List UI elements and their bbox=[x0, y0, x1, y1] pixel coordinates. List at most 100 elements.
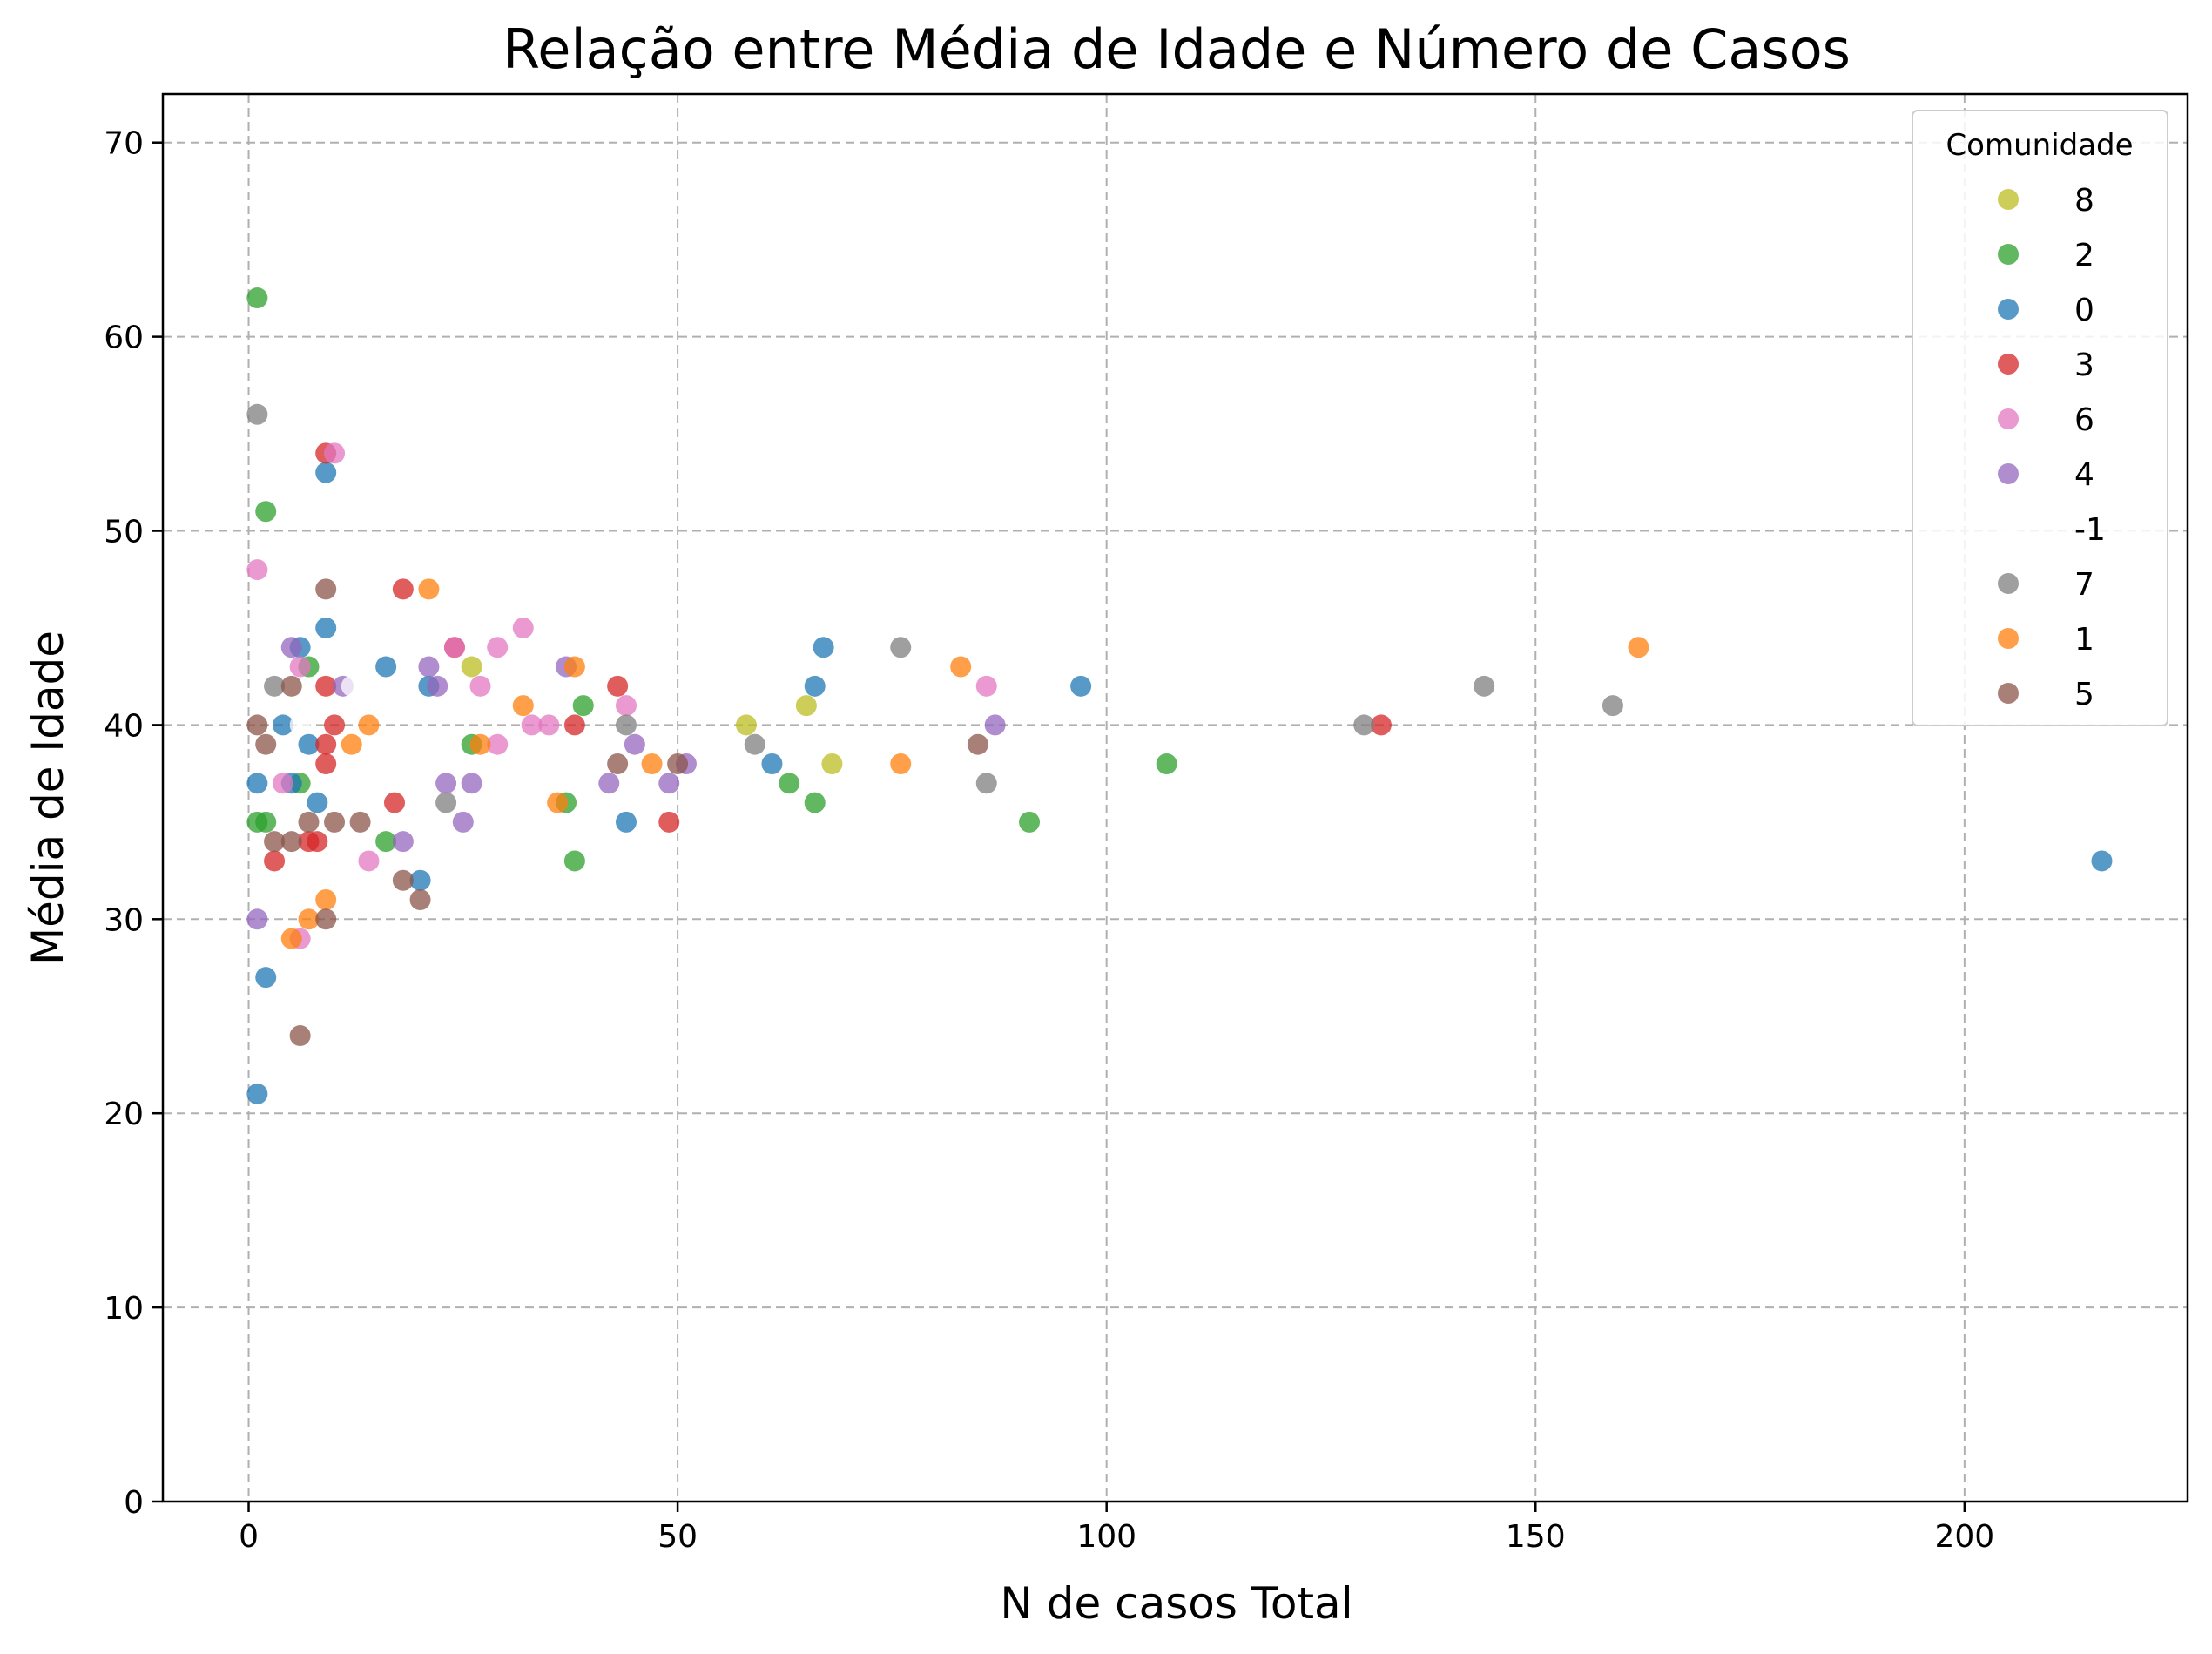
data-point bbox=[547, 792, 569, 813]
data-point bbox=[487, 637, 509, 658]
data-point bbox=[1474, 675, 1495, 697]
data-point bbox=[383, 792, 405, 813]
data-point bbox=[975, 773, 997, 794]
data-point bbox=[392, 831, 414, 853]
data-point bbox=[563, 714, 585, 736]
data-point bbox=[735, 714, 757, 736]
data-point bbox=[392, 578, 414, 600]
y-tick-label: 10 bbox=[104, 1291, 144, 1327]
y-tick-label: 0 bbox=[124, 1485, 144, 1521]
data-point bbox=[658, 773, 680, 794]
data-point bbox=[289, 656, 311, 678]
x-tick-label: 150 bbox=[1506, 1519, 1566, 1555]
data-point bbox=[246, 559, 268, 581]
data-point bbox=[821, 753, 843, 774]
data-point bbox=[443, 637, 465, 658]
data-point bbox=[280, 637, 302, 658]
legend-marker bbox=[1998, 189, 2019, 210]
data-point bbox=[890, 753, 912, 774]
legend-items: 8 2 0 3 6 4 -1 7 1 5 bbox=[1998, 183, 2106, 712]
legend-label: 5 bbox=[2074, 677, 2094, 712]
x-axis-label: N de casos Total bbox=[1000, 1578, 1352, 1629]
data-point bbox=[779, 773, 800, 794]
legend-marker bbox=[1998, 573, 2019, 594]
series-1 bbox=[280, 578, 1649, 949]
data-point bbox=[246, 403, 268, 425]
data-point bbox=[280, 928, 302, 949]
legend-label: 8 bbox=[2074, 183, 2094, 219]
data-point bbox=[744, 733, 765, 755]
data-point bbox=[1353, 714, 1375, 736]
data-point bbox=[461, 773, 482, 794]
data-point bbox=[255, 967, 277, 989]
plot-frame bbox=[161, 92, 2189, 1503]
x-tick-label: 0 bbox=[239, 1519, 259, 1555]
data-point bbox=[264, 675, 286, 697]
data-point bbox=[324, 811, 346, 833]
data-point bbox=[298, 733, 320, 755]
data-point bbox=[307, 695, 328, 717]
y-tick-label: 30 bbox=[104, 902, 144, 938]
legend-marker bbox=[1998, 628, 2019, 649]
series-8 bbox=[461, 656, 843, 774]
legend: Comunidade 8 2 0 3 6 4 -1 7 1 5 bbox=[1912, 110, 2168, 726]
data-point bbox=[255, 811, 277, 833]
legend-label: 6 bbox=[2074, 402, 2094, 438]
legend-marker bbox=[1998, 683, 2019, 704]
data-point bbox=[298, 908, 320, 930]
series-6 bbox=[246, 442, 997, 949]
data-point bbox=[469, 675, 491, 697]
data-point bbox=[975, 675, 997, 697]
data-point bbox=[272, 714, 293, 736]
data-point bbox=[607, 753, 629, 774]
data-point bbox=[427, 675, 448, 697]
data-point bbox=[2091, 850, 2113, 872]
data-point bbox=[1156, 753, 1177, 774]
data-point bbox=[538, 714, 560, 736]
legend-marker bbox=[1998, 244, 2019, 265]
data-point bbox=[607, 675, 629, 697]
data-point bbox=[349, 811, 371, 833]
data-point bbox=[246, 287, 268, 309]
series-3 bbox=[264, 442, 1392, 872]
data-point bbox=[315, 617, 337, 638]
data-point bbox=[280, 675, 302, 697]
data-point bbox=[804, 675, 826, 697]
data-point bbox=[315, 733, 337, 755]
data-point bbox=[967, 733, 988, 755]
data-point bbox=[512, 695, 534, 717]
data-point bbox=[315, 462, 337, 483]
data-point bbox=[409, 889, 431, 911]
data-point bbox=[358, 850, 380, 872]
data-point bbox=[315, 578, 337, 600]
data-point bbox=[392, 869, 414, 891]
data-point bbox=[315, 908, 337, 930]
data-point bbox=[418, 656, 440, 678]
data-point bbox=[1019, 811, 1041, 833]
y-tick-label: 50 bbox=[104, 515, 144, 550]
data-point bbox=[615, 811, 637, 833]
data-point bbox=[795, 695, 817, 717]
data-point bbox=[375, 831, 397, 853]
data-point bbox=[1070, 675, 1092, 697]
data-point bbox=[324, 714, 346, 736]
series-2 bbox=[246, 287, 1177, 872]
data-point bbox=[315, 753, 337, 774]
series-5 bbox=[246, 578, 988, 1047]
data-point bbox=[324, 442, 346, 464]
data-point bbox=[461, 656, 482, 678]
series-0 bbox=[246, 462, 2113, 1104]
legend-title: Comunidade bbox=[1946, 128, 2133, 163]
y-tick-label: 40 bbox=[104, 708, 144, 744]
data-point bbox=[289, 714, 311, 736]
data-point bbox=[307, 831, 328, 853]
data-point bbox=[315, 889, 337, 911]
data-point bbox=[950, 656, 972, 678]
data-point bbox=[289, 1025, 311, 1047]
data-point bbox=[341, 733, 362, 755]
data-point bbox=[315, 675, 337, 697]
data-point bbox=[272, 773, 293, 794]
grid-lines bbox=[163, 94, 2188, 1502]
data-point bbox=[1602, 695, 1623, 717]
